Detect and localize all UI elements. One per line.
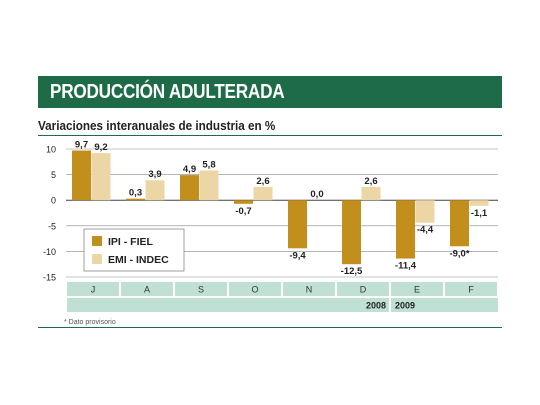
- data-label: -9,0*: [449, 248, 469, 259]
- y-tick-label: 5: [51, 170, 56, 180]
- x-tick-label: S: [198, 285, 204, 295]
- year-label: 2009: [395, 301, 415, 311]
- data-label: 2,6: [256, 176, 269, 187]
- data-label: 9,7: [75, 140, 88, 151]
- month-band: [175, 282, 227, 296]
- data-label: 9,2: [94, 142, 107, 153]
- bottom-rule: [38, 327, 502, 328]
- bar-emi: [469, 200, 489, 206]
- bar-emi: [415, 200, 435, 223]
- legend-label: EMI - INDEC: [108, 254, 169, 266]
- x-tick-label: J: [91, 285, 96, 295]
- year-label: 2008: [366, 301, 386, 311]
- y-tick-label: -5: [48, 221, 56, 231]
- data-label: -0,7: [235, 206, 251, 217]
- bar-emi: [361, 186, 381, 201]
- legend-label: IPI - FIEL: [108, 236, 154, 248]
- bar-ipi: [180, 175, 199, 201]
- bar-emi: [91, 153, 111, 201]
- year-band: [67, 298, 389, 312]
- data-label: -1,1: [471, 208, 488, 219]
- x-tick-label: E: [414, 285, 420, 295]
- chart-title: PRODUCCIÓN ADULTERADA: [50, 81, 285, 103]
- chart-subtitle: Variaciones interanuales de industria en…: [38, 118, 276, 133]
- month-band: [337, 282, 389, 296]
- bar-ipi: [450, 200, 469, 247]
- data-label: -11,4: [395, 261, 417, 272]
- data-label: -12,5: [341, 266, 363, 277]
- title-banner: PRODUCCIÓN ADULTERADA: [38, 76, 502, 108]
- bar-emi: [253, 186, 273, 201]
- y-tick-label: -10: [43, 247, 56, 257]
- month-band: [391, 282, 443, 296]
- x-tick-label: N: [306, 285, 313, 295]
- x-tick-label: O: [251, 285, 258, 295]
- bar-emi: [199, 170, 219, 201]
- month-band: [445, 282, 497, 296]
- month-band: [67, 282, 119, 296]
- bar-ipi: [234, 200, 253, 204]
- data-label: 4,9: [183, 164, 196, 175]
- top-rule: [38, 135, 502, 136]
- data-label: 2,6: [364, 176, 377, 187]
- data-label: -4,4: [417, 225, 434, 236]
- bar-emi: [145, 180, 165, 201]
- legend-swatch: [92, 236, 102, 246]
- bar-ipi: [72, 150, 91, 201]
- x-tick-label: D: [360, 285, 367, 295]
- bar-ipi: [288, 200, 307, 249]
- x-tick-label: F: [468, 285, 474, 295]
- month-band: [283, 282, 335, 296]
- bar-ipi: [126, 198, 145, 201]
- data-label: -9,4: [289, 250, 306, 261]
- y-tick-label: 0: [51, 196, 56, 206]
- data-label: 3,9: [148, 169, 161, 180]
- month-band: [229, 282, 281, 296]
- footnote: * Dato provisorio: [64, 319, 116, 326]
- y-tick-label: -15: [43, 273, 56, 283]
- year-band: [391, 298, 498, 312]
- bar-ipi: [396, 200, 415, 259]
- month-band: [121, 282, 173, 296]
- data-label: 0,3: [129, 188, 142, 199]
- x-tick-label: A: [144, 285, 150, 295]
- legend-swatch: [92, 254, 102, 264]
- data-label: 0,0: [310, 189, 323, 200]
- y-tick-label: 10: [46, 145, 56, 155]
- data-label: 5,8: [202, 160, 215, 171]
- bar-ipi: [342, 200, 361, 265]
